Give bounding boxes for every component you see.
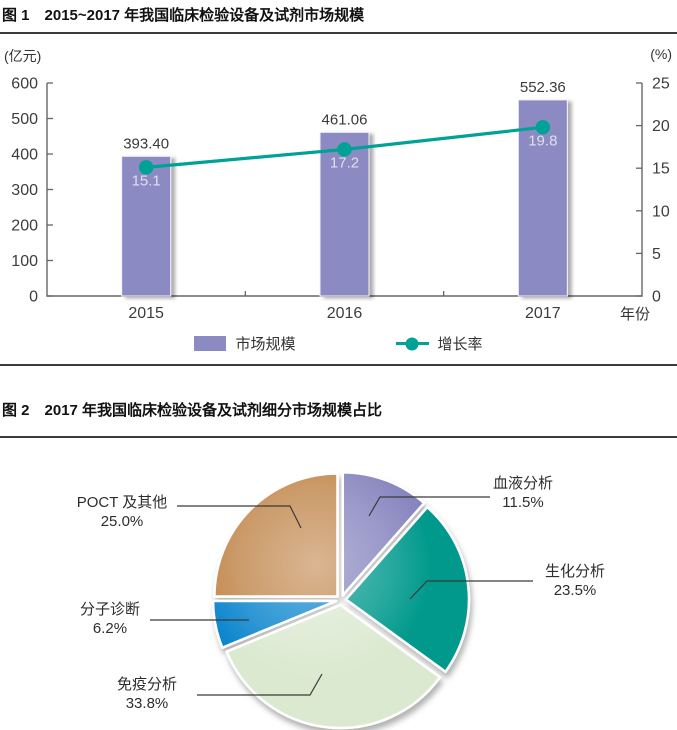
right-axis-tick-label: 15 xyxy=(652,161,670,178)
x-tick-label: 2015 xyxy=(128,305,164,322)
pie-slice-percentage: 33.8% xyxy=(125,695,169,712)
growth-rate-marker xyxy=(337,142,352,157)
figure1-title: 图 1 2015~2017 年我国临床检验设备及试剂市场规模 xyxy=(2,4,364,25)
leader-poct-other xyxy=(177,505,302,529)
pie-label-biochemical-analysis: 生化分析 23.5% xyxy=(515,562,635,600)
legend-label-market-size: 市场规模 xyxy=(235,336,296,353)
leader-biochemical-analysis xyxy=(409,580,533,600)
figure2-title: 图 2 2017 年我国临床检验设备及试剂细分市场规模占比 xyxy=(2,399,382,420)
pie-slice-name: 生化分析 xyxy=(544,563,605,580)
figure2-title-text: 2017 年我国临床检验设备及试剂细分市场规模占比 xyxy=(44,402,383,419)
left-axis-tick-label: 600 xyxy=(11,76,38,93)
left-axis-tick-label: 500 xyxy=(11,111,38,128)
right-axis-tick-label: 5 xyxy=(652,246,661,263)
figure1-label: 图 1 xyxy=(2,7,30,24)
growth-rate-marker xyxy=(535,120,551,135)
pie-label-blood-analysis: 血液分析 11.5% xyxy=(463,474,583,512)
chart-legend: 市场规模 增长率 xyxy=(0,333,677,354)
left-axis-tick-label: 0 xyxy=(29,289,38,306)
pie-label-immunoassay: 免疫分析 33.8% xyxy=(87,675,207,713)
right-axis-unit: (%) xyxy=(650,46,672,62)
leader-immunoassay xyxy=(197,673,323,696)
pie xyxy=(211,471,471,730)
line-series-marker xyxy=(405,337,419,350)
left-axis-tick-label: 400 xyxy=(11,147,38,164)
right-axis-tick-label: 10 xyxy=(652,203,670,220)
bar-value-label: 393.40 xyxy=(123,135,169,152)
pie-label-molecular-diagnostics: 分子诊断 6.2% xyxy=(50,600,170,638)
left-axis-tick-label: 300 xyxy=(11,182,38,199)
growth-rate-label: 19.8 xyxy=(528,132,557,149)
x-tick-label: 2016 xyxy=(327,305,363,322)
left-axis-tick-label: 100 xyxy=(11,253,38,270)
figure1-title-text: 2015~2017 年我国临床检验设备及试剂市场规模 xyxy=(44,7,365,24)
legend-label-growth-rate: 增长率 xyxy=(437,336,483,353)
x-axis-title: 年份 xyxy=(620,306,651,323)
bar-value-label: 461.06 xyxy=(322,111,368,128)
pie-slice-percentage: 6.2% xyxy=(92,620,128,637)
left-axis-tick-label: 200 xyxy=(11,218,38,235)
pie-slice-percentage: 23.5% xyxy=(553,582,597,599)
pie-slice-percentage: 25.0% xyxy=(100,513,144,530)
pie-slice-percentage: 11.5% xyxy=(502,494,544,511)
figure2-label: 图 2 xyxy=(2,402,30,419)
right-axis-tick-label: 25 xyxy=(652,76,670,93)
divider-bottom xyxy=(0,436,677,438)
right-axis-tick-label: 20 xyxy=(652,118,670,135)
pie-slice-name: 免疫分析 xyxy=(116,676,177,693)
pie-slice-name: 血液分析 xyxy=(492,475,553,492)
line-series-swatch xyxy=(395,337,429,350)
x-tick-label: 2017 xyxy=(525,305,561,322)
bar-value-label: 552.36 xyxy=(520,79,566,96)
growth-rate-marker xyxy=(138,160,154,175)
bar-2016 xyxy=(319,131,370,297)
bar-2015 xyxy=(121,155,172,297)
legend-item-market-size: 市场规模 xyxy=(194,333,296,354)
pie-slice-name: 分子诊断 xyxy=(79,601,140,618)
left-axis-unit: (亿元) xyxy=(4,48,42,64)
bar-series-swatch xyxy=(194,336,227,351)
slice-poct-other xyxy=(213,472,339,598)
growth-rate-label: 15.1 xyxy=(132,172,161,189)
bar-line-chart: 0 100 200 300 400 500 600 0 5 10 15 20 25 393.40 461.0… xyxy=(11,76,670,323)
divider-middle xyxy=(0,364,677,366)
pie-label-poct-other: POCT 及其他 25.0% xyxy=(62,493,182,531)
leader-blood-analysis xyxy=(368,496,490,517)
growth-rate-label: 17.2 xyxy=(330,154,359,171)
right-axis-tick-label: 0 xyxy=(652,289,661,306)
legend-item-growth-rate: 增长率 xyxy=(395,333,483,354)
divider-top xyxy=(0,32,677,34)
pie-slice-name: POCT 及其他 xyxy=(76,494,168,511)
